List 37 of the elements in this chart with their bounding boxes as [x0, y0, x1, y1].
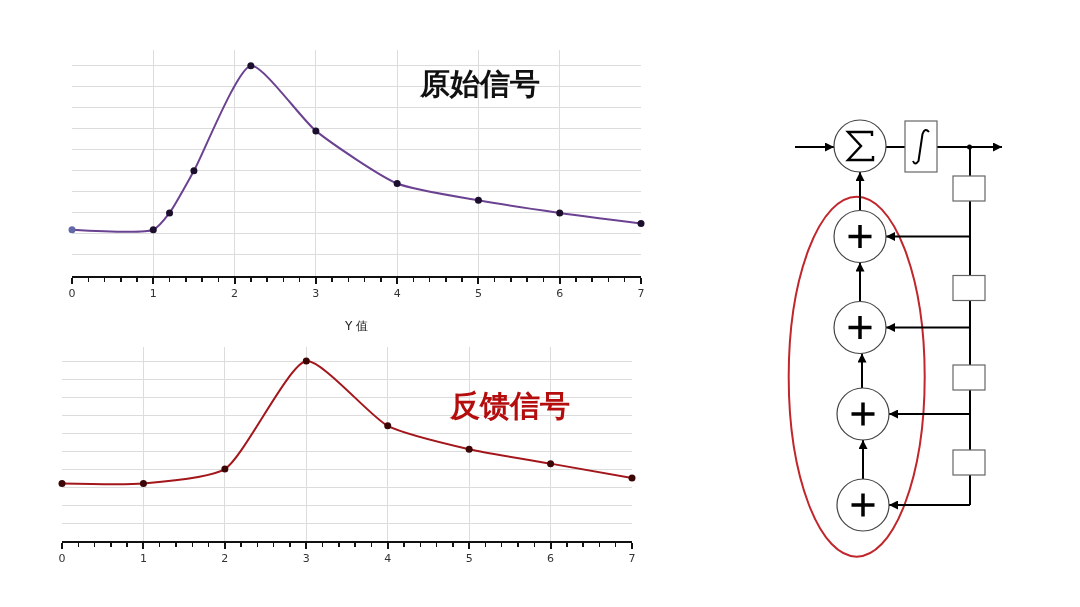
x-tick-label: 5 — [465, 552, 473, 566]
point — [628, 474, 636, 482]
point — [547, 460, 555, 468]
point — [393, 179, 401, 187]
x-tick-label: 4 — [384, 552, 392, 566]
x-tick-label: 7 — [628, 552, 636, 566]
x-tick-label: 3 — [312, 287, 320, 301]
point — [474, 196, 482, 204]
point — [139, 479, 147, 487]
x-tick-label: 6 — [556, 287, 564, 301]
chart-title: 原始信号 — [419, 66, 541, 102]
x-tick-label: 4 — [393, 287, 401, 301]
point — [166, 209, 174, 217]
point — [384, 422, 392, 430]
point — [221, 465, 229, 473]
x-tick-label: 2 — [231, 287, 239, 301]
point — [465, 445, 473, 453]
x-tick-label: 1 — [139, 552, 147, 566]
point — [247, 62, 255, 70]
x-tick-label: 6 — [547, 552, 555, 566]
point — [302, 357, 310, 365]
x-tick-label: 7 — [637, 287, 645, 301]
x-tick-label: 1 — [149, 287, 157, 301]
point — [190, 167, 198, 175]
point — [68, 226, 76, 234]
text: 反馈信号 — [449, 387, 570, 423]
x-tick-label: 3 — [302, 552, 310, 566]
point — [58, 479, 66, 487]
point — [312, 127, 320, 135]
x-axis-title: Y 值 — [343, 318, 369, 333]
x-tick-label: 0 — [68, 287, 76, 301]
x-tick-label: 0 — [58, 552, 66, 566]
point — [556, 209, 564, 217]
point — [637, 219, 645, 227]
x-tick-label: 2 — [221, 552, 229, 566]
point — [149, 226, 157, 234]
x-tick-label: 5 — [474, 287, 482, 301]
